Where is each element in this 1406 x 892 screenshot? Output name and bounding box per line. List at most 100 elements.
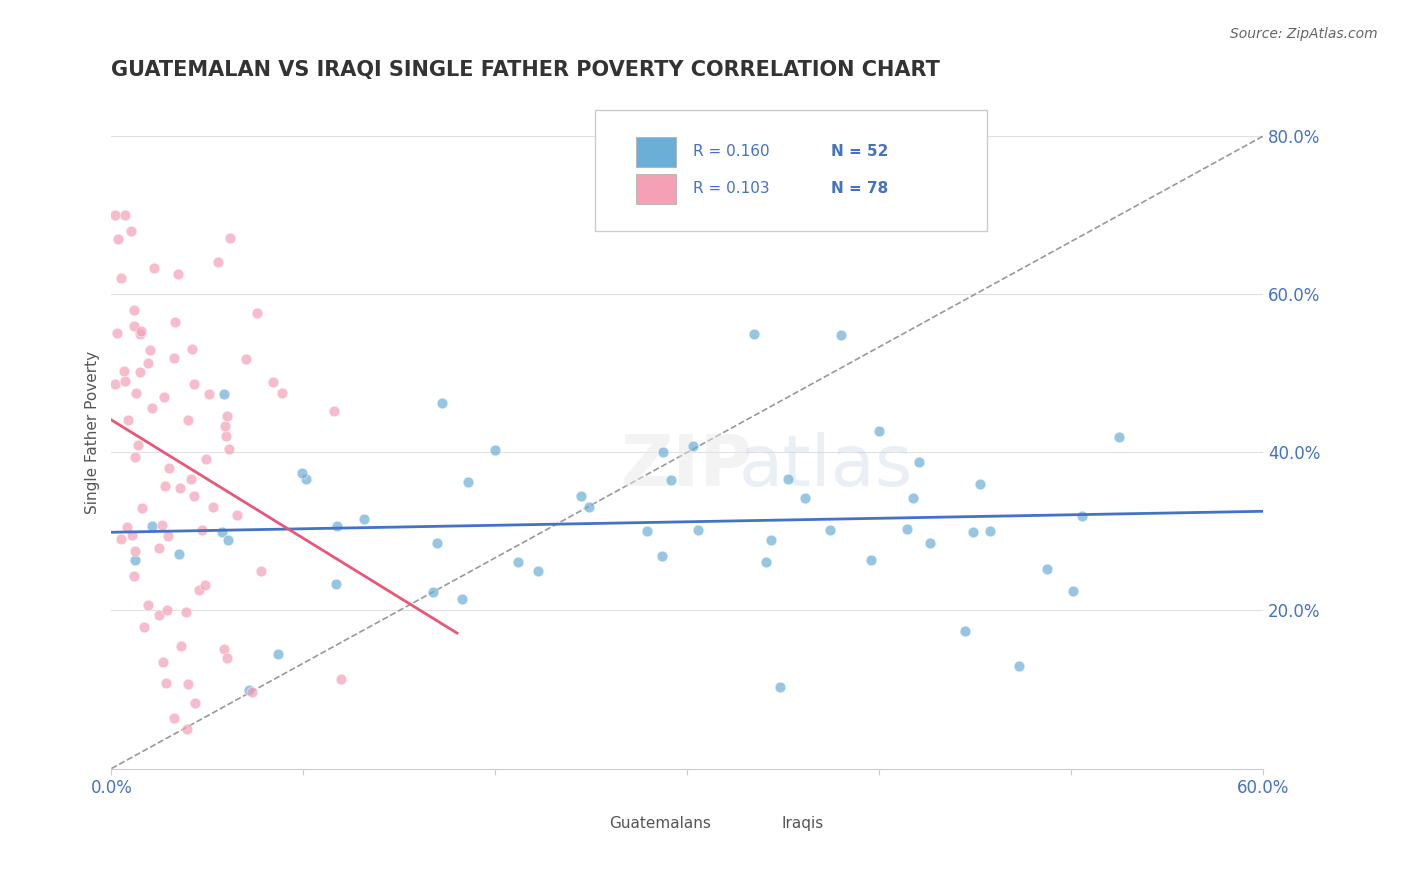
Point (202, 500, 225, 515)
Point (526, 564, 548, 578)
Point (860, 553, 883, 567)
Point (759, 533, 782, 547)
FancyBboxPatch shape (595, 110, 987, 231)
Point (742, 326, 765, 341)
Y-axis label: Single Father Poverty: Single Father Poverty (86, 351, 100, 514)
Point (121, 527, 143, 541)
Point (169, 481, 191, 495)
Text: Guatemalans: Guatemalans (609, 816, 711, 831)
Point (124, 450, 146, 465)
Point (143, 260, 166, 275)
Point (215, 428, 238, 442)
Point (125, 385, 148, 400)
Point (793, 491, 815, 505)
Point (174, 605, 197, 619)
Point (139, 343, 162, 357)
Point (181, 342, 204, 356)
Point (457, 475, 479, 489)
Point (225, 508, 247, 523)
Point (124, 544, 146, 558)
Point (107, 232, 129, 246)
Point (177, 413, 200, 427)
Text: R = 0.160: R = 0.160 (693, 144, 769, 159)
Point (214, 418, 236, 433)
Point (262, 375, 284, 389)
Text: N = 52: N = 52 (831, 144, 889, 159)
Point (177, 677, 200, 691)
Point (163, 711, 186, 725)
Point (211, 524, 233, 539)
Point (148, 608, 170, 623)
Point (214, 387, 236, 401)
Point (896, 522, 918, 536)
Point (330, 672, 353, 686)
Point (104, 377, 127, 392)
FancyBboxPatch shape (572, 813, 600, 836)
Point (183, 376, 205, 391)
Point (267, 648, 290, 662)
Point (105, 326, 128, 341)
Point (818, 523, 841, 537)
Point (969, 476, 991, 491)
Point (422, 585, 444, 599)
Point (682, 439, 704, 453)
Point (167, 267, 190, 281)
Point (450, 591, 472, 606)
FancyBboxPatch shape (636, 174, 676, 204)
Point (184, 696, 207, 710)
Point (426, 535, 449, 549)
Point (569, 489, 592, 503)
Point (110, 532, 132, 546)
Point (114, 375, 136, 389)
Point (979, 524, 1001, 538)
Text: atlas: atlas (738, 432, 912, 500)
Point (152, 655, 174, 669)
Point (325, 577, 347, 591)
Point (150, 518, 173, 533)
Point (506, 556, 529, 570)
Point (180, 472, 202, 486)
FancyBboxPatch shape (745, 813, 773, 836)
Point (187, 582, 209, 597)
Point (291, 466, 314, 480)
Point (156, 528, 179, 542)
Point (484, 442, 506, 457)
Point (136, 356, 159, 370)
Point (218, 442, 240, 456)
Point (194, 577, 217, 591)
Point (246, 306, 269, 320)
Point (238, 682, 260, 697)
Point (153, 390, 176, 404)
Point (636, 524, 658, 538)
Point (688, 524, 710, 538)
Point (776, 472, 799, 486)
Point (141, 401, 163, 416)
Point (214, 642, 236, 657)
Point (1036, 562, 1059, 576)
Point (176, 722, 198, 736)
Point (651, 444, 673, 458)
Point (167, 548, 190, 562)
Point (153, 479, 176, 493)
Point (250, 565, 273, 579)
Point (114, 364, 136, 378)
Point (207, 255, 229, 269)
Point (769, 681, 792, 695)
Point (661, 473, 683, 487)
Point (217, 533, 239, 548)
Text: GUATEMALAN VS IRAQI SINGLE FATHER POVERTY CORRELATION CHART: GUATEMALAN VS IRAQI SINGLE FATHER POVERT… (111, 60, 941, 79)
Point (955, 624, 977, 639)
Point (217, 409, 239, 423)
Point (1062, 583, 1084, 598)
Text: Iraqis: Iraqis (782, 816, 824, 831)
Point (131, 501, 153, 516)
Point (295, 472, 318, 486)
Point (129, 325, 152, 339)
Point (353, 512, 375, 526)
Point (122, 318, 145, 333)
Point (141, 519, 163, 533)
Point (235, 351, 257, 366)
Point (830, 328, 852, 343)
Point (127, 438, 149, 452)
Text: N = 78: N = 78 (831, 181, 889, 196)
